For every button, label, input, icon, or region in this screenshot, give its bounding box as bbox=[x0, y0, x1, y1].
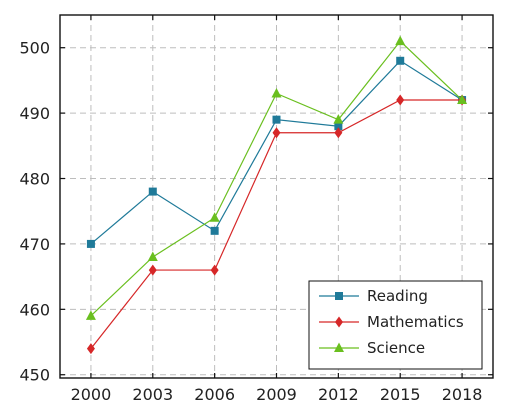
axis-ticks: 2000 2003 2006 2009 2012 2015 2018 450 460 470 480… bbox=[19, 15, 493, 404]
x-tick-label: 2015 bbox=[380, 385, 421, 404]
legend-label-science: Science bbox=[367, 339, 425, 357]
x-tick-label: 2009 bbox=[256, 385, 297, 404]
mathematics-point bbox=[210, 264, 219, 276]
science-point bbox=[271, 87, 282, 98]
legend: Reading Mathematics Science bbox=[308, 280, 483, 370]
science-point bbox=[209, 212, 220, 222]
mathematics-point bbox=[148, 264, 157, 276]
y-tick-label: 460 bbox=[19, 300, 50, 319]
y-tick-label: 500 bbox=[19, 39, 50, 58]
science-point bbox=[395, 35, 406, 46]
reading-point bbox=[396, 56, 405, 65]
mathematics-point bbox=[272, 127, 281, 139]
legend-label-mathematics: Mathematics bbox=[367, 313, 464, 331]
legend-item-reading: Reading bbox=[319, 287, 428, 305]
y-tick-label: 490 bbox=[19, 104, 50, 123]
science-point bbox=[457, 94, 468, 105]
reading-point bbox=[272, 115, 281, 124]
series-group bbox=[85, 35, 468, 355]
y-tick-label: 450 bbox=[19, 366, 50, 385]
reading-point bbox=[210, 226, 219, 235]
legend-item-science: Science bbox=[319, 339, 425, 357]
legend-marker bbox=[335, 316, 343, 328]
reading-point bbox=[148, 187, 157, 196]
x-tick-label: 2018 bbox=[442, 385, 483, 404]
mathematics-point bbox=[334, 127, 343, 139]
y-tick-label: 480 bbox=[19, 170, 50, 189]
x-tick-label: 2003 bbox=[132, 385, 173, 404]
legend-item-mathematics: Mathematics bbox=[319, 313, 464, 331]
grid bbox=[60, 15, 493, 378]
y-tick-label: 470 bbox=[19, 235, 50, 254]
science-point bbox=[333, 114, 344, 124]
reading-point bbox=[334, 122, 343, 131]
reading-point bbox=[86, 239, 95, 248]
science-point bbox=[147, 251, 158, 261]
mathematics-point bbox=[396, 94, 405, 106]
legend-label-reading: Reading bbox=[367, 287, 428, 305]
science-point bbox=[85, 310, 96, 320]
legend-marker bbox=[335, 292, 343, 300]
x-tick-label: 2012 bbox=[318, 385, 359, 404]
legend-marker bbox=[334, 342, 344, 352]
mathematics-point bbox=[86, 343, 95, 355]
series-science bbox=[85, 35, 468, 320]
x-tick-label: 2006 bbox=[194, 385, 235, 404]
x-tick-label: 2000 bbox=[71, 385, 112, 404]
